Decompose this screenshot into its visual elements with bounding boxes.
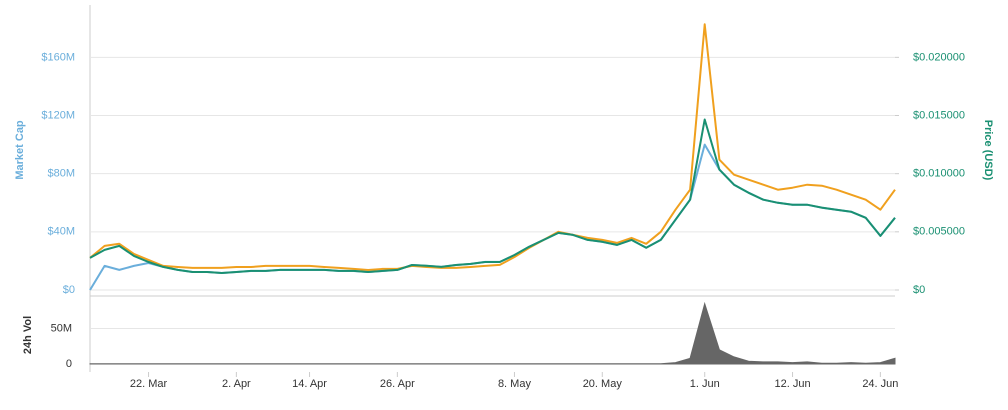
y2-axis-label: Price (USD) bbox=[982, 120, 994, 181]
y2-tick-label: $0 bbox=[913, 284, 925, 296]
y2-tick-label: $0.010000 bbox=[913, 168, 965, 180]
x-tick-label: 2. Apr bbox=[222, 378, 251, 390]
x-tick-label: 14. Apr bbox=[292, 378, 327, 390]
x-tick-label: 12. Jun bbox=[774, 378, 810, 390]
x-tick-label: 24. Jun bbox=[862, 378, 898, 390]
y-tick-label: 0 bbox=[66, 358, 72, 370]
series-line bbox=[89, 118, 896, 274]
series-line bbox=[89, 23, 896, 271]
y-tick-label: 50M bbox=[51, 322, 72, 334]
y-tick-label: $0 bbox=[63, 284, 75, 296]
volume-axis-label: 24h Vol bbox=[22, 316, 34, 354]
y2-tick-label: $0.020000 bbox=[913, 51, 965, 63]
x-tick-label: 20. May bbox=[583, 378, 623, 390]
y-tick-label: $40M bbox=[47, 226, 75, 238]
y2-tick-label: $0.015000 bbox=[913, 109, 965, 121]
y-tick-label: $120M bbox=[41, 109, 75, 121]
x-tick-label: 1. Jun bbox=[690, 378, 720, 390]
volume-area bbox=[89, 301, 896, 365]
y-axis-label: Market Cap bbox=[14, 120, 26, 180]
y2-tick-label: $0.005000 bbox=[913, 226, 965, 238]
x-tick-label: 8. May bbox=[498, 378, 532, 390]
x-tick-label: 26. Apr bbox=[380, 378, 415, 390]
x-tick-label: 22. Mar bbox=[130, 378, 168, 390]
y-tick-label: $80M bbox=[47, 168, 75, 180]
y-tick-label: $160M bbox=[41, 51, 75, 63]
